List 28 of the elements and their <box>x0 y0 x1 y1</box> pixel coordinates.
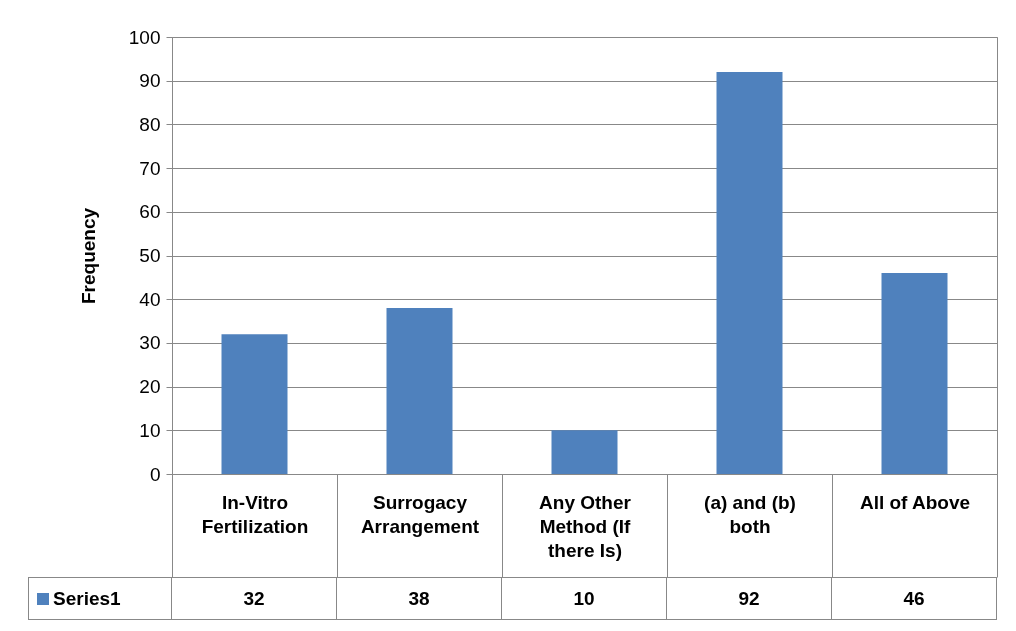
x-tick-label: In-Vitro Fertilization <box>201 491 309 537</box>
data-label: 38 <box>337 577 502 620</box>
y-tick-label: 80 <box>139 113 161 135</box>
y-tick-label: 10 <box>139 419 161 441</box>
y-tick-label: 90 <box>139 70 161 92</box>
y-axis-title: Frequency <box>77 207 99 305</box>
legend-label: Series1 <box>28 577 172 620</box>
x-tick-label: Any Other Method (If there Is) <box>539 491 632 561</box>
bar <box>551 430 618 474</box>
y-tick-label: 60 <box>139 201 161 223</box>
x-tick-label: Surrogacy Arrangement <box>360 491 480 537</box>
y-tick-label: 70 <box>139 157 161 179</box>
data-label: 46 <box>832 577 997 620</box>
y-tick-label: 50 <box>139 245 161 266</box>
y-tick-label: 40 <box>139 288 161 310</box>
data-label: 92 <box>667 577 832 620</box>
bar <box>716 71 783 474</box>
y-tick-label: 30 <box>139 332 161 354</box>
y-tick-label: 0 <box>149 463 161 485</box>
bar <box>221 334 288 474</box>
x-tick-label: (a) and (b) both <box>704 491 796 537</box>
bar <box>881 272 948 474</box>
y-tick-label: 100 <box>128 26 161 48</box>
y-tick-label: 20 <box>139 376 161 398</box>
data-label: 10 <box>502 577 667 620</box>
x-tick-label: All of Above <box>859 491 971 513</box>
bar <box>386 307 453 474</box>
data-label: 32 <box>172 577 337 620</box>
